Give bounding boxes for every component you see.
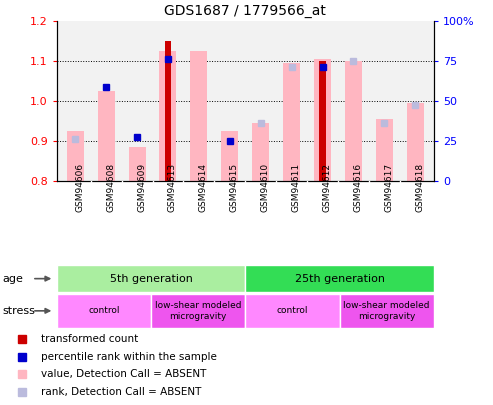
Text: GSM94615: GSM94615 — [230, 163, 239, 212]
Text: value, Detection Call = ABSENT: value, Detection Call = ABSENT — [40, 369, 206, 379]
Bar — [283, 63, 300, 181]
Bar — [314, 59, 331, 181]
Text: low-shear modeled
microgravity: low-shear modeled microgravity — [155, 301, 242, 320]
Text: GSM94609: GSM94609 — [137, 163, 146, 212]
Text: control: control — [277, 306, 308, 315]
Bar — [340, 294, 434, 328]
Bar — [129, 147, 145, 181]
Bar — [221, 131, 238, 181]
Bar — [190, 51, 208, 181]
Text: GSM94613: GSM94613 — [168, 163, 177, 212]
Bar — [67, 131, 84, 181]
Bar — [319, 61, 326, 181]
Text: GSM94612: GSM94612 — [322, 163, 332, 212]
Text: GSM94611: GSM94611 — [292, 163, 301, 212]
Text: stress: stress — [2, 306, 35, 316]
Bar — [57, 294, 151, 328]
Text: 5th generation: 5th generation — [109, 274, 192, 284]
Bar — [245, 294, 340, 328]
Text: GSM94616: GSM94616 — [353, 163, 362, 212]
Text: low-shear modeled
microgravity: low-shear modeled microgravity — [344, 301, 430, 320]
Bar — [151, 294, 245, 328]
Bar — [57, 265, 245, 292]
Text: GSM94608: GSM94608 — [106, 163, 115, 212]
Bar — [376, 119, 393, 181]
Text: GSM94618: GSM94618 — [415, 163, 424, 212]
Bar — [252, 123, 269, 181]
Bar — [159, 51, 176, 181]
Text: GSM94606: GSM94606 — [75, 163, 84, 212]
Text: GSM94617: GSM94617 — [385, 163, 393, 212]
Text: rank, Detection Call = ABSENT: rank, Detection Call = ABSENT — [40, 387, 201, 397]
Text: 25th generation: 25th generation — [294, 274, 385, 284]
Text: percentile rank within the sample: percentile rank within the sample — [40, 352, 216, 362]
Text: GSM94614: GSM94614 — [199, 163, 208, 212]
Bar — [245, 265, 434, 292]
Bar — [165, 40, 172, 181]
Text: GSM94610: GSM94610 — [261, 163, 270, 212]
Text: age: age — [2, 274, 23, 284]
Bar — [407, 102, 424, 181]
Text: transformed count: transformed count — [40, 334, 138, 344]
Title: GDS1687 / 1779566_at: GDS1687 / 1779566_at — [164, 4, 326, 18]
Bar — [345, 61, 362, 181]
Bar — [98, 91, 115, 181]
Text: control: control — [88, 306, 120, 315]
